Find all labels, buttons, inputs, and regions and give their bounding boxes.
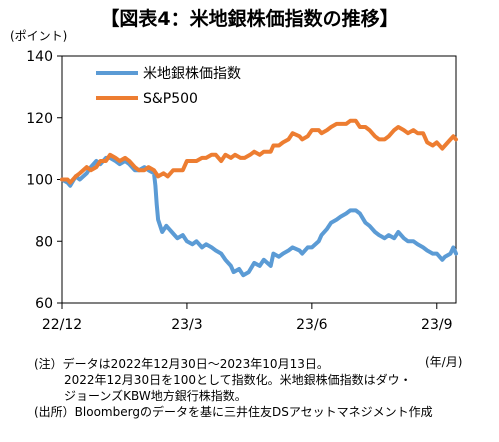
series-lines xyxy=(60,118,458,278)
y-tick-label: 120 xyxy=(26,111,53,127)
x-tick-label: 23/3 xyxy=(171,317,202,333)
y-tick-label: 140 xyxy=(26,49,53,65)
x-tick-label: 22/12 xyxy=(42,317,82,333)
note-line-1: (注）データは2022年12月30日～2023年10月13日。 xyxy=(34,357,329,371)
series-line-sp500 xyxy=(60,118,458,185)
legend: 米地銀株価指数 S&P500 xyxy=(96,66,241,107)
x-tick-label: 23/6 xyxy=(296,317,328,333)
source-note: (出所）Bloombergのデータを基に三井住友DSアセットマネジメント作成 xyxy=(34,405,433,419)
note-line-3: ジョーンズKBW地方銀行株指数。 xyxy=(64,389,247,403)
legend-label: S&P500 xyxy=(143,91,198,107)
y-tick-label: 80 xyxy=(35,234,53,250)
y-tick-label: 100 xyxy=(26,173,53,189)
y-axis-label: (ポイント) xyxy=(10,29,67,43)
note-line-2: 2022年12月30日を100として指数化。米地銀株価指数はダウ・ xyxy=(64,373,412,387)
legend-label: 米地銀株価指数 xyxy=(143,66,241,82)
x-axis-unit: (年/月) xyxy=(425,355,463,369)
axes: 60 80 100 120 140 22/12 23/3 23/6 23/9 xyxy=(26,49,457,333)
y-tick-label: 60 xyxy=(35,296,53,312)
series-line-regional-bank-index xyxy=(60,155,458,278)
chart-title: 【図表4：米地銀株価指数の推移】 xyxy=(100,8,399,30)
x-tick-label: 23/9 xyxy=(421,317,452,333)
